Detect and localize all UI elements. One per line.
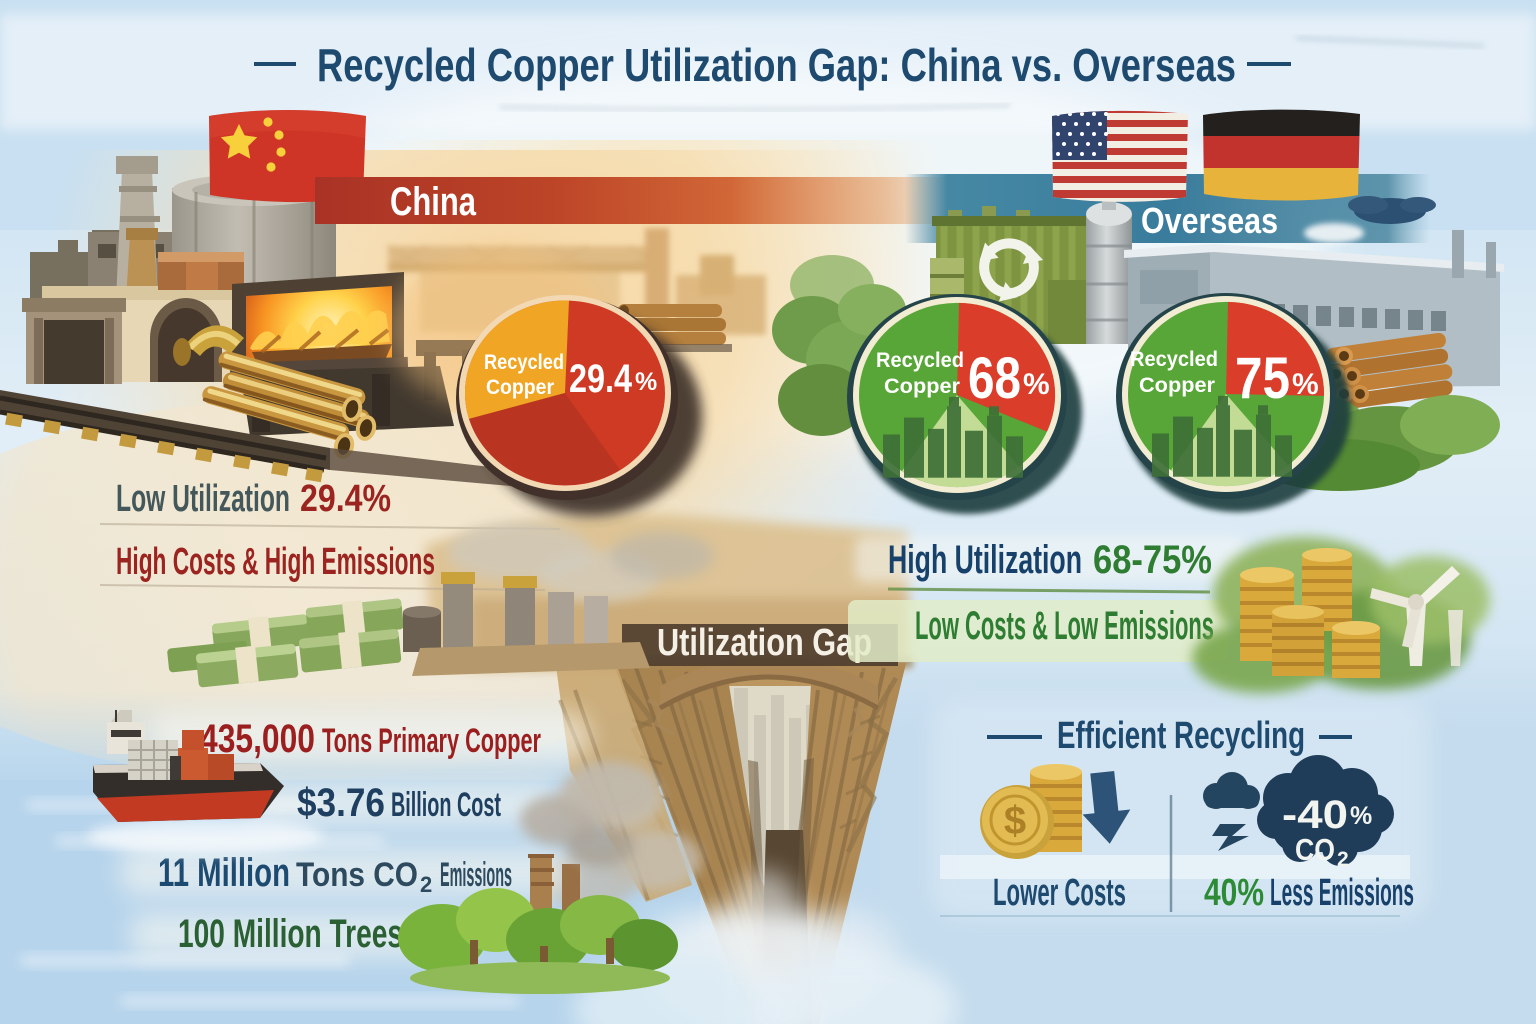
svg-text:China: China	[390, 180, 477, 224]
svg-text:40%: 40%	[1204, 872, 1264, 914]
svg-text:Recycled Copper Utilization Ga: Recycled Copper Utilization Gap: China v…	[317, 39, 1236, 91]
svg-text:High Costs & High Emissions: High Costs & High Emissions	[116, 541, 435, 583]
svg-text:Tons Primary Copper: Tons Primary Copper	[322, 722, 541, 760]
svg-text:High Utilization: High Utilization	[888, 538, 1082, 582]
svg-text:75: 75	[1235, 346, 1290, 411]
svg-text:100 Million Trees: 100 Million Trees	[178, 912, 403, 956]
svg-text:%: %	[635, 368, 657, 396]
svg-text:%: %	[1023, 368, 1050, 401]
svg-text:Low Utilization: Low Utilization	[116, 478, 290, 520]
svg-text:435,000: 435,000	[200, 717, 315, 761]
svg-text:CO: CO	[1295, 832, 1335, 867]
svg-text:2: 2	[420, 872, 432, 897]
svg-text:Copper: Copper	[1139, 374, 1215, 397]
svg-text:Emissions: Emissions	[440, 856, 512, 894]
svg-text:Billion Cost: Billion Cost	[391, 786, 501, 824]
svg-text:Copper: Copper	[884, 375, 960, 398]
svg-text:29.4: 29.4	[569, 357, 633, 401]
svg-text:Overseas: Overseas	[1141, 200, 1278, 241]
svg-text:68-75%: 68-75%	[1093, 538, 1212, 582]
svg-text:Recycled: Recycled	[876, 349, 964, 372]
svg-text:-40: -40	[1282, 793, 1348, 837]
svg-text:29.4%: 29.4%	[300, 478, 391, 520]
svg-text:%: %	[1292, 368, 1319, 401]
svg-text:Utilization Gap: Utilization Gap	[657, 622, 872, 664]
svg-text:$: $	[1004, 799, 1026, 843]
svg-text:Copper: Copper	[486, 376, 554, 399]
svg-text:%: %	[1350, 802, 1372, 830]
svg-text:$3.76: $3.76	[297, 781, 385, 825]
svg-text:Recycled: Recycled	[1130, 348, 1218, 371]
svg-text:2: 2	[1337, 848, 1349, 871]
svg-text:Less Emissions: Less Emissions	[1270, 872, 1414, 914]
svg-text:11 Million: 11 Million	[158, 851, 290, 895]
svg-text:Efficient Recycling: Efficient Recycling	[1057, 715, 1305, 757]
svg-text:Lower Costs: Lower Costs	[993, 872, 1126, 914]
svg-text:Recycled: Recycled	[484, 351, 564, 374]
svg-text:Tons CO: Tons CO	[296, 856, 418, 894]
svg-text:Low Costs & Low Emissions: Low Costs & Low Emissions	[915, 604, 1214, 648]
svg-text:68: 68	[968, 346, 1021, 411]
